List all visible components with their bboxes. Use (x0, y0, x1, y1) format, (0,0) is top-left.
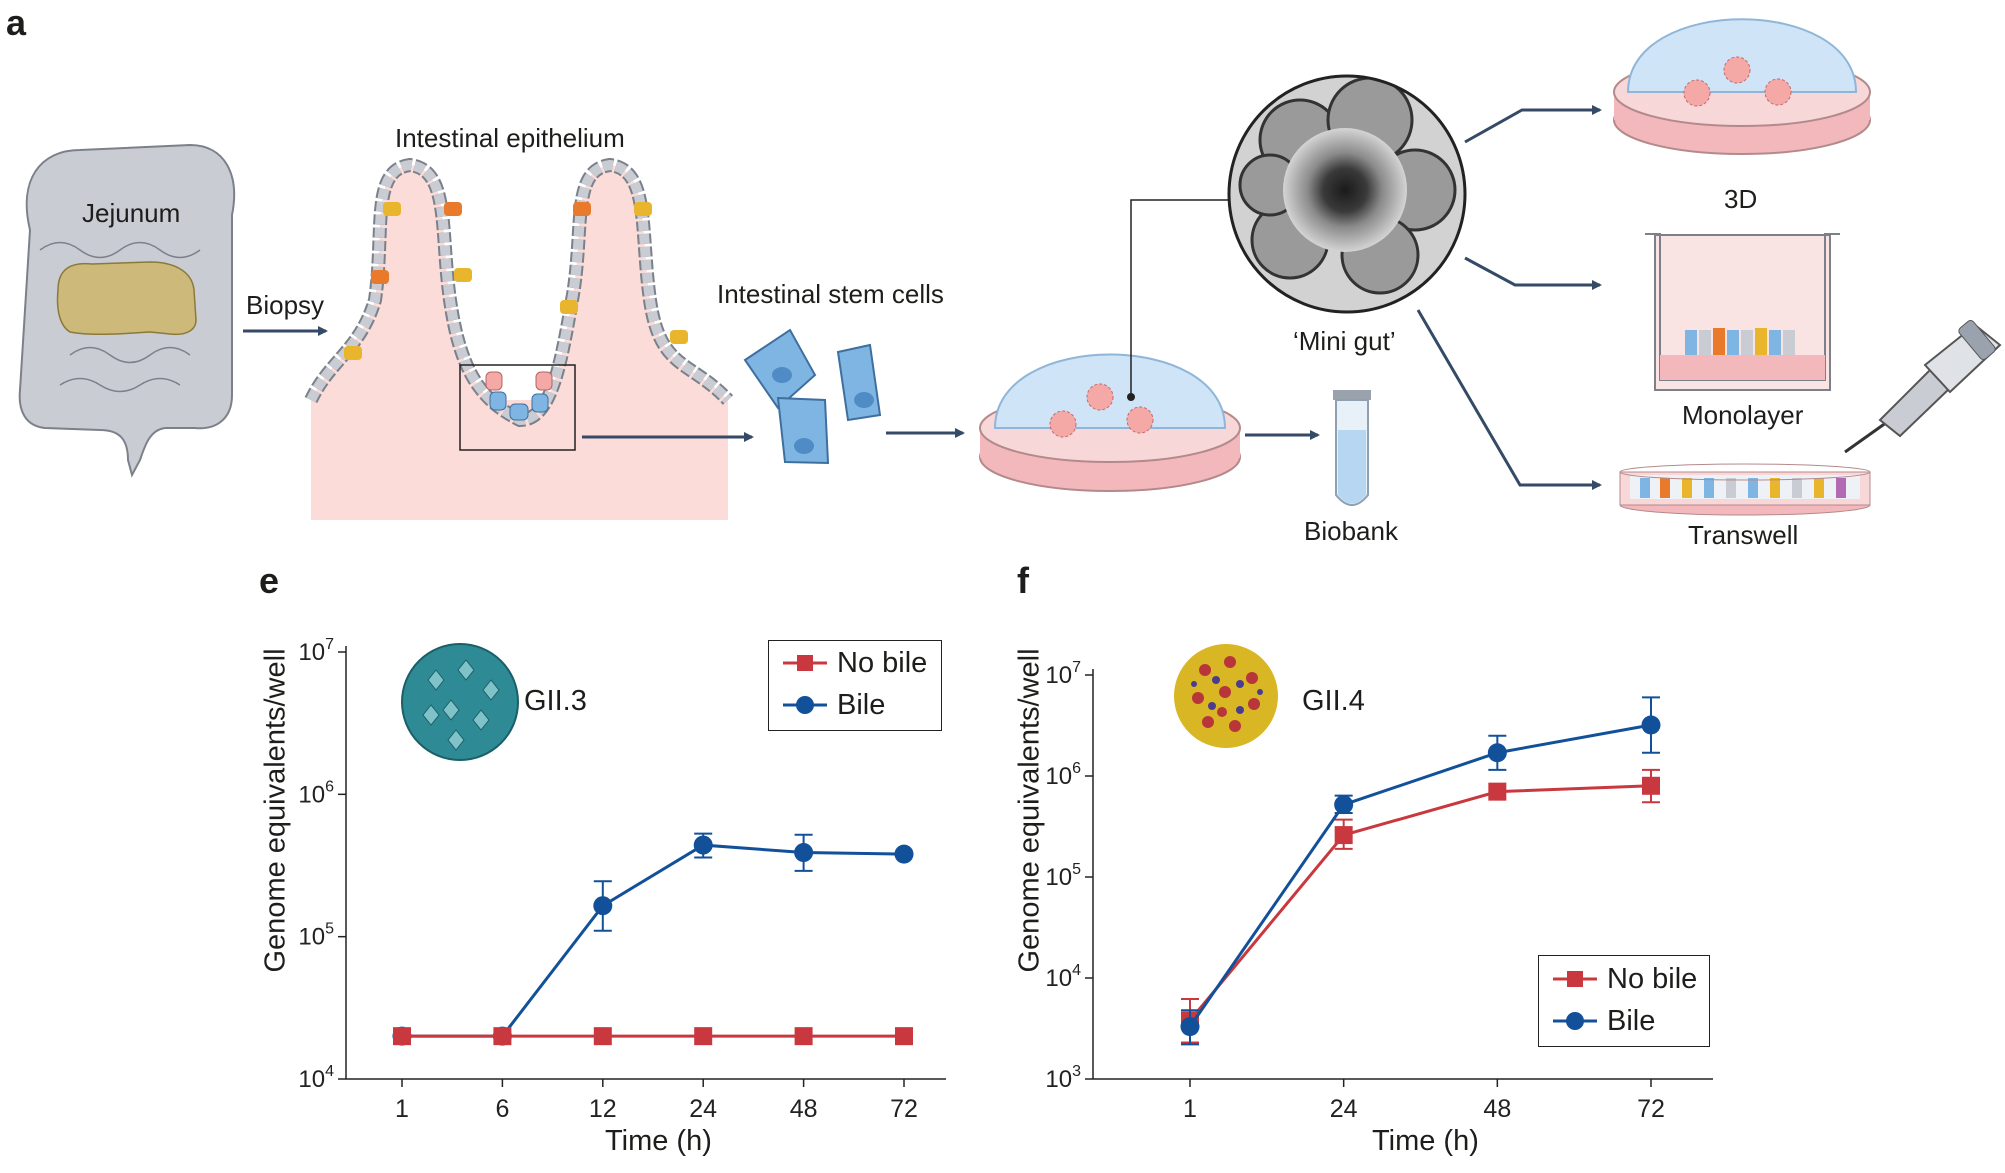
x-tick-label: 24 (1330, 1095, 1358, 1123)
epithelium-icon (304, 157, 734, 520)
gii4-label: GII.4 (1302, 685, 1365, 717)
gii4-virus-icon (1174, 644, 1278, 748)
data-point-square (1334, 826, 1353, 845)
chart-f-xlabel: Time (h) (1372, 1125, 1479, 1157)
data-point-circle (1641, 715, 1661, 735)
label-3d: 3D (1724, 184, 1758, 214)
legend-marker-circle (783, 696, 827, 714)
data-point-circle (693, 835, 713, 855)
series-line-bile (1188, 723, 1652, 1028)
data-point-square (1488, 782, 1507, 801)
y-tick-label: 104 (298, 1063, 334, 1093)
x-tick-label: 6 (495, 1095, 509, 1123)
y-tick-label: 106 (1045, 760, 1081, 790)
legend-item-no-bile: No bile (1553, 961, 1697, 997)
data-point-square (895, 1027, 913, 1046)
legend-label-no-bile: No bile (837, 646, 928, 679)
panel-letter-a: a (6, 2, 27, 43)
data-point-square (393, 1027, 411, 1046)
legend-label-no-bile: No bile (1607, 962, 1698, 995)
x-tick-label: 72 (1637, 1095, 1665, 1123)
data-point-circle (894, 844, 914, 864)
chart-f-ylabel: Genome equivalents/well (1013, 648, 1046, 973)
data-point-circle (1487, 743, 1507, 763)
stem-cells-icon (743, 328, 882, 465)
label-mini-gut: ‘Mini gut’ (1293, 326, 1396, 356)
legend-item-no-bile: No bile (783, 645, 927, 681)
x-tick-label: 72 (890, 1095, 918, 1123)
legend-item-bile: Bile (783, 687, 885, 723)
label-biopsy: Biopsy (246, 290, 325, 320)
legend-marker-square (783, 655, 827, 671)
data-point-circle (1180, 1017, 1200, 1037)
series-line-no-bile (1188, 784, 1652, 1022)
legend-marker-square (1553, 971, 1597, 987)
3d-culture-icon (1613, 18, 1871, 155)
panel-letter-f: f (1017, 560, 1029, 601)
data-point-square (593, 1027, 612, 1046)
data-point-square (493, 1027, 512, 1046)
chart-e-legend: No bile Bile (768, 640, 942, 731)
legend-marker-circle (1553, 1012, 1597, 1030)
gii3-label: GII.3 (524, 685, 587, 717)
label-monolayer: Monolayer (1682, 400, 1804, 430)
mini-gut-photo (1227, 74, 1467, 314)
transwell-icon (1619, 463, 1871, 516)
y-tick-label: 103 (1045, 1063, 1081, 1093)
x-tick-label: 24 (689, 1095, 717, 1123)
panel-a-illustration (18, 18, 2002, 520)
label-intestinal-stem-cells: Intestinal stem cells (717, 279, 944, 309)
gii3-virus-icon (401, 643, 519, 761)
y-tick-label: 105 (1045, 861, 1081, 891)
x-tick-label: 48 (790, 1095, 818, 1123)
legend-label-bile: Bile (837, 688, 886, 721)
monolayer-icon (1645, 233, 1840, 391)
y-tick-label: 107 (1045, 659, 1081, 689)
label-jejunum: Jejunum (82, 198, 181, 228)
data-point-circle (593, 896, 613, 916)
panel-letter-e: e (259, 560, 280, 601)
y-tick-label: 106 (298, 778, 334, 808)
organoid-dome-icon (979, 353, 1241, 492)
data-point-circle (1334, 795, 1354, 815)
y-tick-label: 104 (1045, 962, 1081, 992)
label-biobank: Biobank (1304, 516, 1398, 546)
intestine-icon (18, 143, 236, 478)
chart-e-xlabel: Time (h) (605, 1125, 712, 1157)
label-intestinal-epithelium: Intestinal epithelium (395, 123, 625, 153)
legend-label-bile: Bile (1607, 1004, 1656, 1037)
pipette-icon (1844, 320, 2002, 454)
label-transwell: Transwell (1688, 520, 1799, 550)
x-tick-label: 1 (395, 1095, 409, 1123)
biobank-tube-icon (1333, 390, 1371, 506)
y-tick-label: 107 (298, 636, 334, 666)
legend-item-bile: Bile (1553, 1003, 1655, 1039)
chart-f-legend: No bile Bile (1538, 955, 1710, 1047)
data-point-square (794, 1027, 813, 1046)
data-point-square (694, 1027, 713, 1046)
x-tick-label: 48 (1483, 1095, 1511, 1123)
y-tick-label: 105 (298, 921, 334, 951)
x-tick-label: 12 (589, 1095, 617, 1123)
x-tick-label: 1 (1183, 1095, 1197, 1123)
data-point-circle (794, 843, 814, 863)
data-point-square (1642, 776, 1660, 795)
